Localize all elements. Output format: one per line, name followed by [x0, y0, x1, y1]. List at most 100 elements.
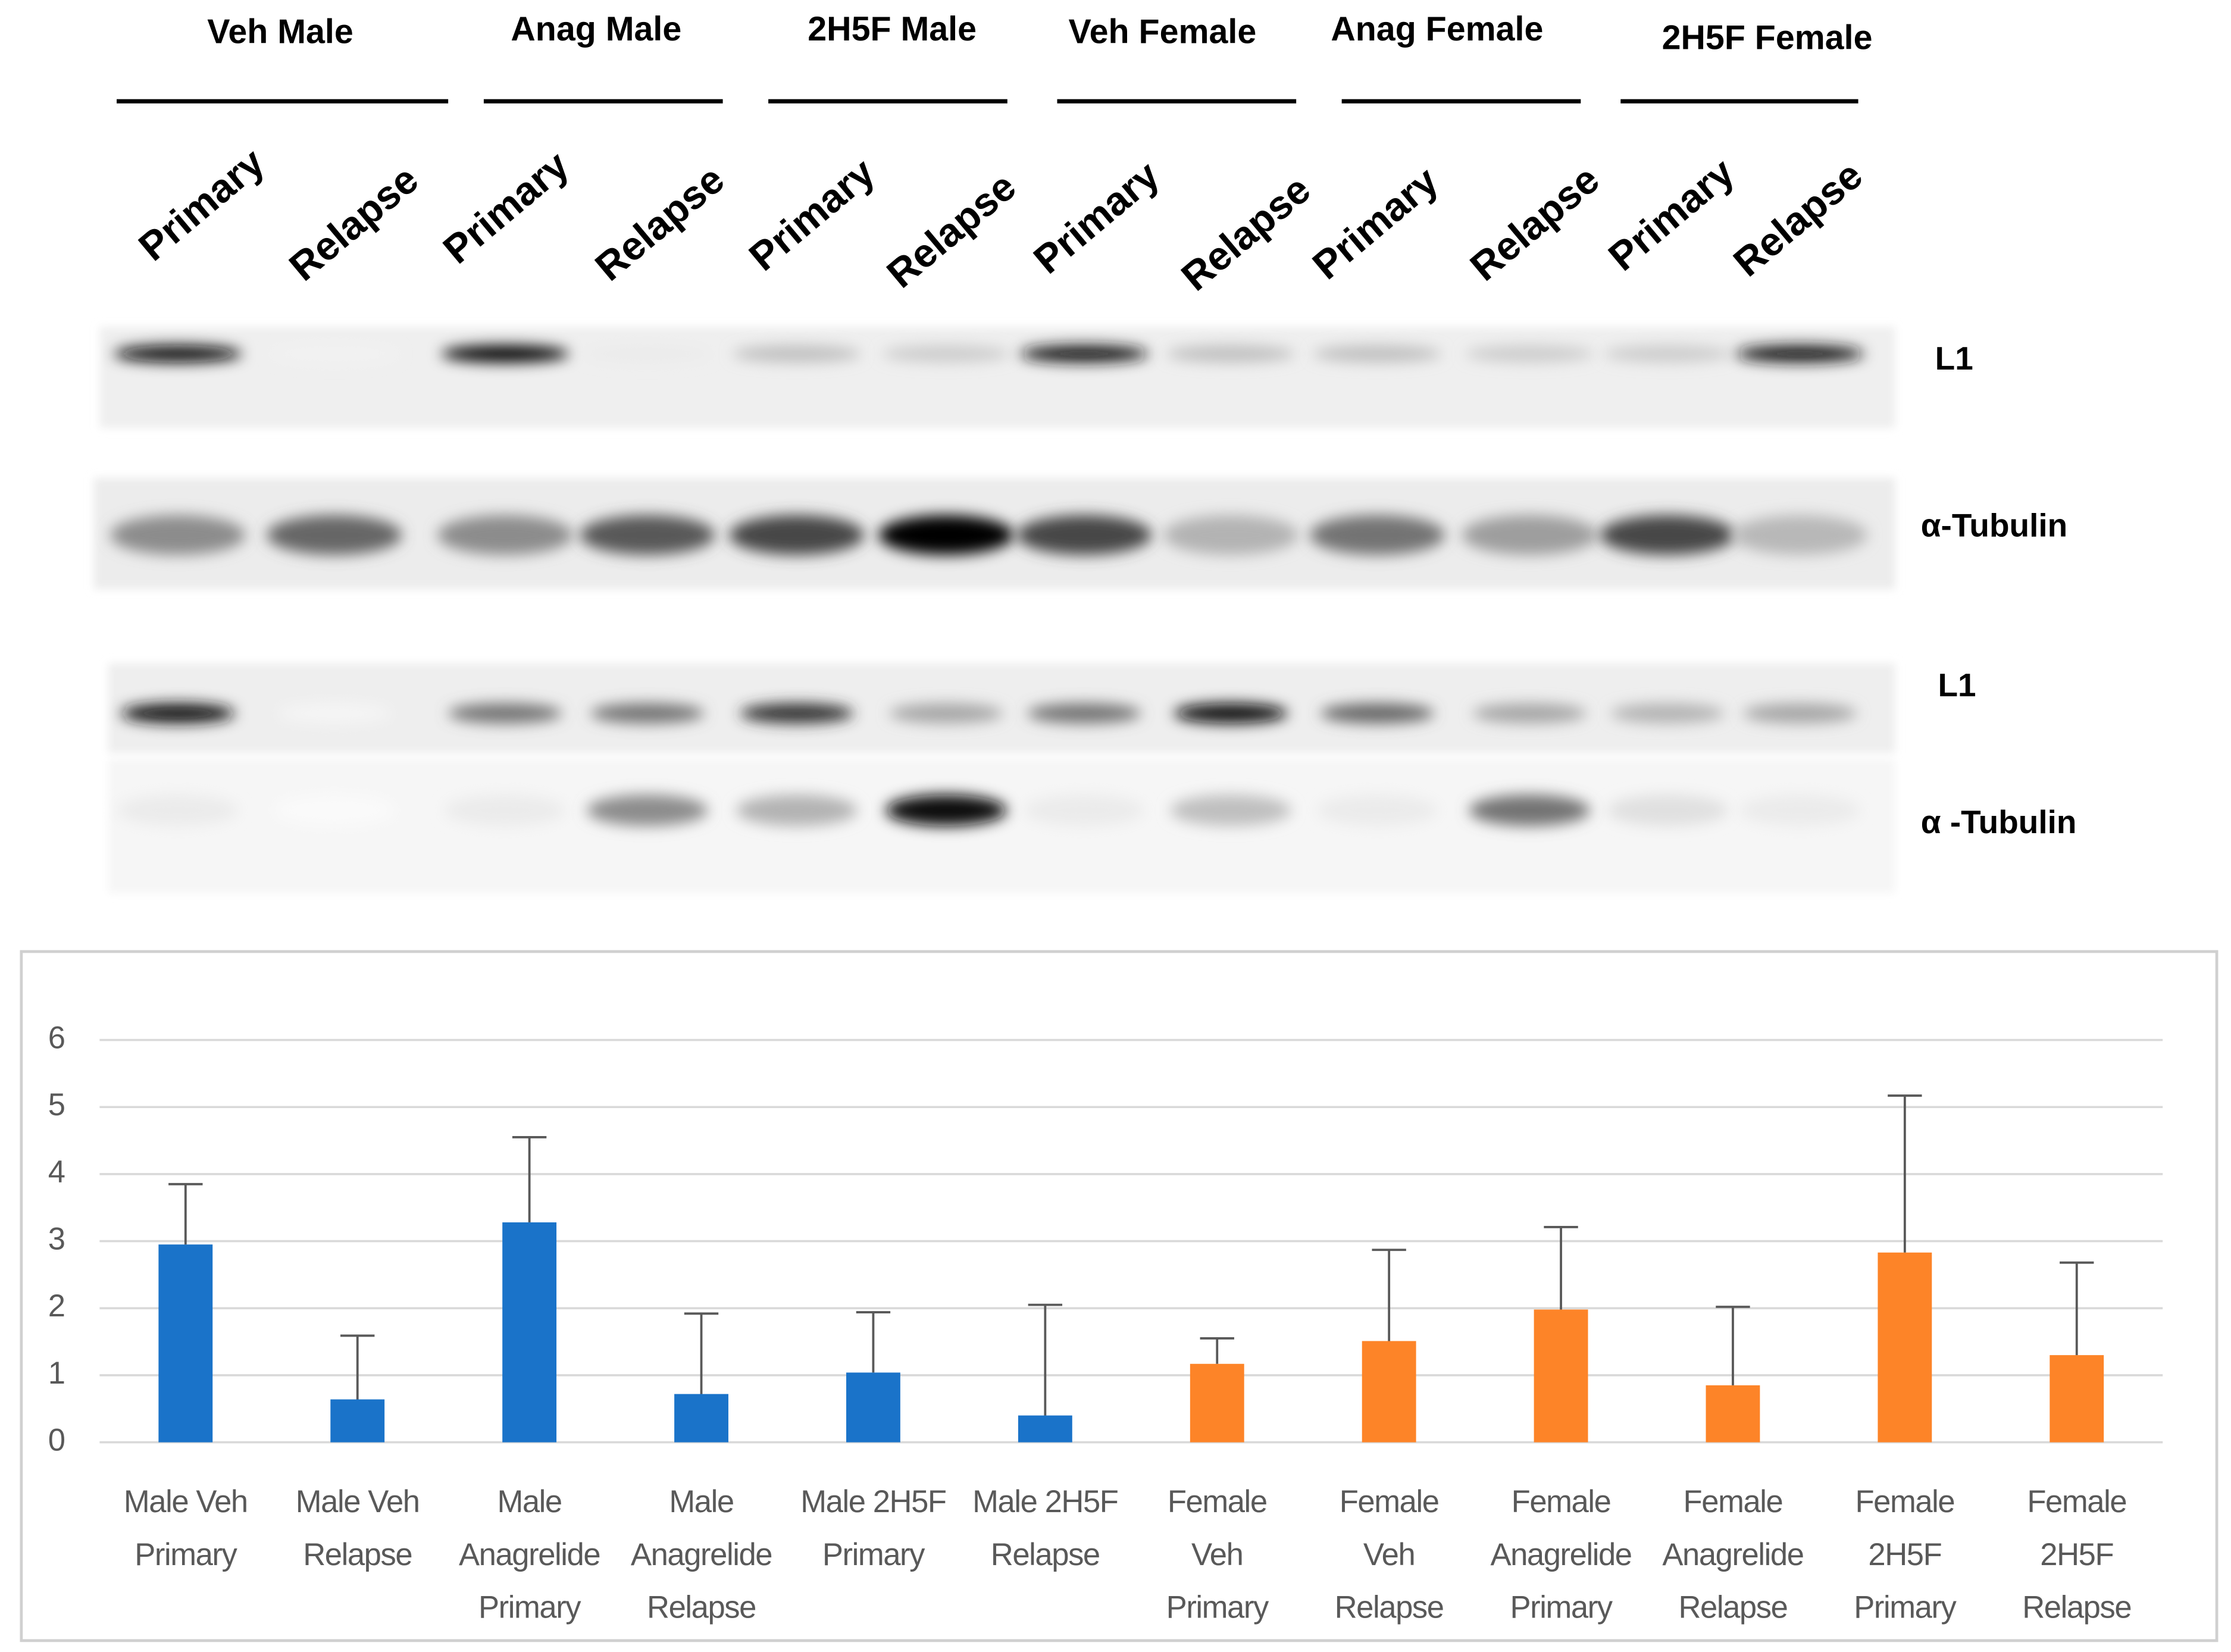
- chart-frame: [20, 950, 2219, 1642]
- blot-band: [1016, 515, 1152, 555]
- x-tick-label-box: Female 2H5F Primary: [1854, 1484, 1957, 1625]
- bar: [1190, 1363, 1244, 1443]
- blot-band: [1170, 794, 1291, 826]
- y-tick-label: 1: [48, 1356, 65, 1391]
- blot-band: [448, 703, 562, 724]
- bar: [1362, 1341, 1416, 1443]
- row-label: α-Tubulin: [1921, 506, 2067, 543]
- blot-band: [885, 794, 1007, 826]
- blot-strip: [99, 326, 1895, 428]
- lane-label: Relapse: [1173, 167, 1319, 299]
- bar: [1878, 1252, 1932, 1443]
- x-tick-label-box: Male Veh Relapse: [295, 1484, 420, 1572]
- blot-band: [740, 703, 854, 724]
- group-label: 2H5F Male: [808, 10, 977, 48]
- x-tick-label-box: Female Anagrelide Primary: [1490, 1484, 1632, 1625]
- x-tick-label: Female Anagrelide Relapse: [1662, 1484, 1804, 1625]
- x-tick-label-box: Male Anagrelide Relapse: [630, 1484, 773, 1625]
- x-tick-label: Male Veh Relapse: [295, 1484, 420, 1572]
- blot-band: [1603, 345, 1732, 362]
- blot-band: [1309, 515, 1445, 555]
- group-label: 2H5F Female: [1662, 18, 1873, 57]
- x-tick-label: Female 2H5F Primary: [1854, 1484, 1957, 1625]
- blot-band: [1600, 515, 1735, 555]
- blot-band: [1462, 515, 1597, 555]
- western-blot: [93, 326, 1895, 893]
- x-tick-label-box: Male 2H5F Primary: [800, 1484, 947, 1572]
- lane-label: Relapse: [587, 157, 733, 290]
- bar: [1534, 1309, 1588, 1443]
- row-label: α -Tubulin: [1921, 803, 2077, 840]
- blot-band: [1313, 345, 1442, 362]
- x-tick-label: Female 2H5F Relapse: [2022, 1484, 2132, 1625]
- blot-band: [878, 515, 1014, 555]
- blot-band: [437, 515, 573, 555]
- x-tick-label-box: Female Anagrelide Relapse: [1662, 1484, 1804, 1625]
- blot-band: [1174, 703, 1288, 724]
- blot-strip: [108, 663, 1895, 753]
- x-tick-label-box: Male Anagrelide Primary: [459, 1484, 601, 1625]
- y-tick-label: 3: [48, 1221, 65, 1256]
- lane-label: Relapse: [1462, 157, 1608, 290]
- lane-label: Primary: [1600, 150, 1742, 280]
- lane-label: Relapse: [281, 157, 427, 290]
- lane-label: Relapse: [878, 164, 1024, 297]
- blot-band: [1027, 703, 1141, 724]
- blot-band: [889, 703, 1003, 724]
- blot-band: [445, 794, 566, 826]
- blot-band: [583, 345, 712, 362]
- x-tick-label-box: Female Veh Relapse: [1334, 1484, 1444, 1625]
- blot-band: [729, 515, 865, 555]
- blot-band: [1163, 515, 1298, 555]
- bar: [1706, 1385, 1760, 1443]
- x-tick-label-box: Female Veh Primary: [1166, 1484, 1269, 1625]
- x-tick-label: Male 2H5F Relapse: [972, 1484, 1119, 1572]
- blot-band: [274, 794, 395, 826]
- blot-band: [587, 794, 708, 826]
- blot-band: [267, 515, 402, 555]
- blot-band: [277, 703, 392, 724]
- blot-band: [736, 794, 858, 826]
- x-tick-label: Female Veh Relapse: [1334, 1484, 1444, 1625]
- lane-label: Relapse: [1725, 152, 1871, 285]
- row-label: L1: [1938, 667, 1976, 703]
- bar: [158, 1244, 213, 1443]
- blot-band: [882, 345, 1010, 362]
- bar: [846, 1372, 900, 1443]
- y-tick-label: 0: [48, 1422, 65, 1457]
- blot-band: [1024, 794, 1145, 826]
- lane-label: Primary: [741, 150, 883, 280]
- blot-band: [733, 345, 861, 362]
- blot-band: [1742, 703, 1857, 724]
- y-tick-label: 5: [48, 1087, 65, 1122]
- x-tick-label: Male Anagrelide Primary: [459, 1484, 601, 1625]
- blot-band: [1020, 345, 1149, 362]
- x-tick-label-box: Female 2H5F Relapse: [2022, 1484, 2132, 1625]
- blot-band: [1469, 794, 1590, 826]
- x-tick-label: Female Veh Primary: [1166, 1484, 1269, 1625]
- blot-band: [1472, 703, 1587, 724]
- x-tick-label: Female Anagrelide Primary: [1490, 1484, 1632, 1625]
- blot-band: [117, 794, 239, 826]
- x-tick-label-box: Male Veh Primary: [124, 1484, 248, 1572]
- bar: [330, 1399, 385, 1443]
- lane-label: Primary: [1025, 152, 1168, 282]
- x-tick-label: Male 2H5F Primary: [800, 1484, 947, 1572]
- blot-band: [580, 515, 715, 555]
- blot-band: [1735, 345, 1864, 362]
- blot-band: [1739, 794, 1861, 826]
- x-tick-label-box: Male 2H5F Relapse: [972, 1484, 1119, 1572]
- lane-label: Primary: [435, 143, 577, 273]
- y-tick-label: 6: [48, 1020, 65, 1055]
- blot-band: [1316, 794, 1438, 826]
- blot-band: [1732, 515, 1868, 555]
- x-tick-label: Male Anagrelide Relapse: [630, 1484, 773, 1625]
- bar: [674, 1394, 728, 1443]
- blot-band: [1320, 703, 1435, 724]
- blot-band: [441, 345, 570, 362]
- blot-band: [114, 345, 242, 362]
- blot-band: [121, 703, 235, 724]
- blot-band: [1166, 345, 1295, 362]
